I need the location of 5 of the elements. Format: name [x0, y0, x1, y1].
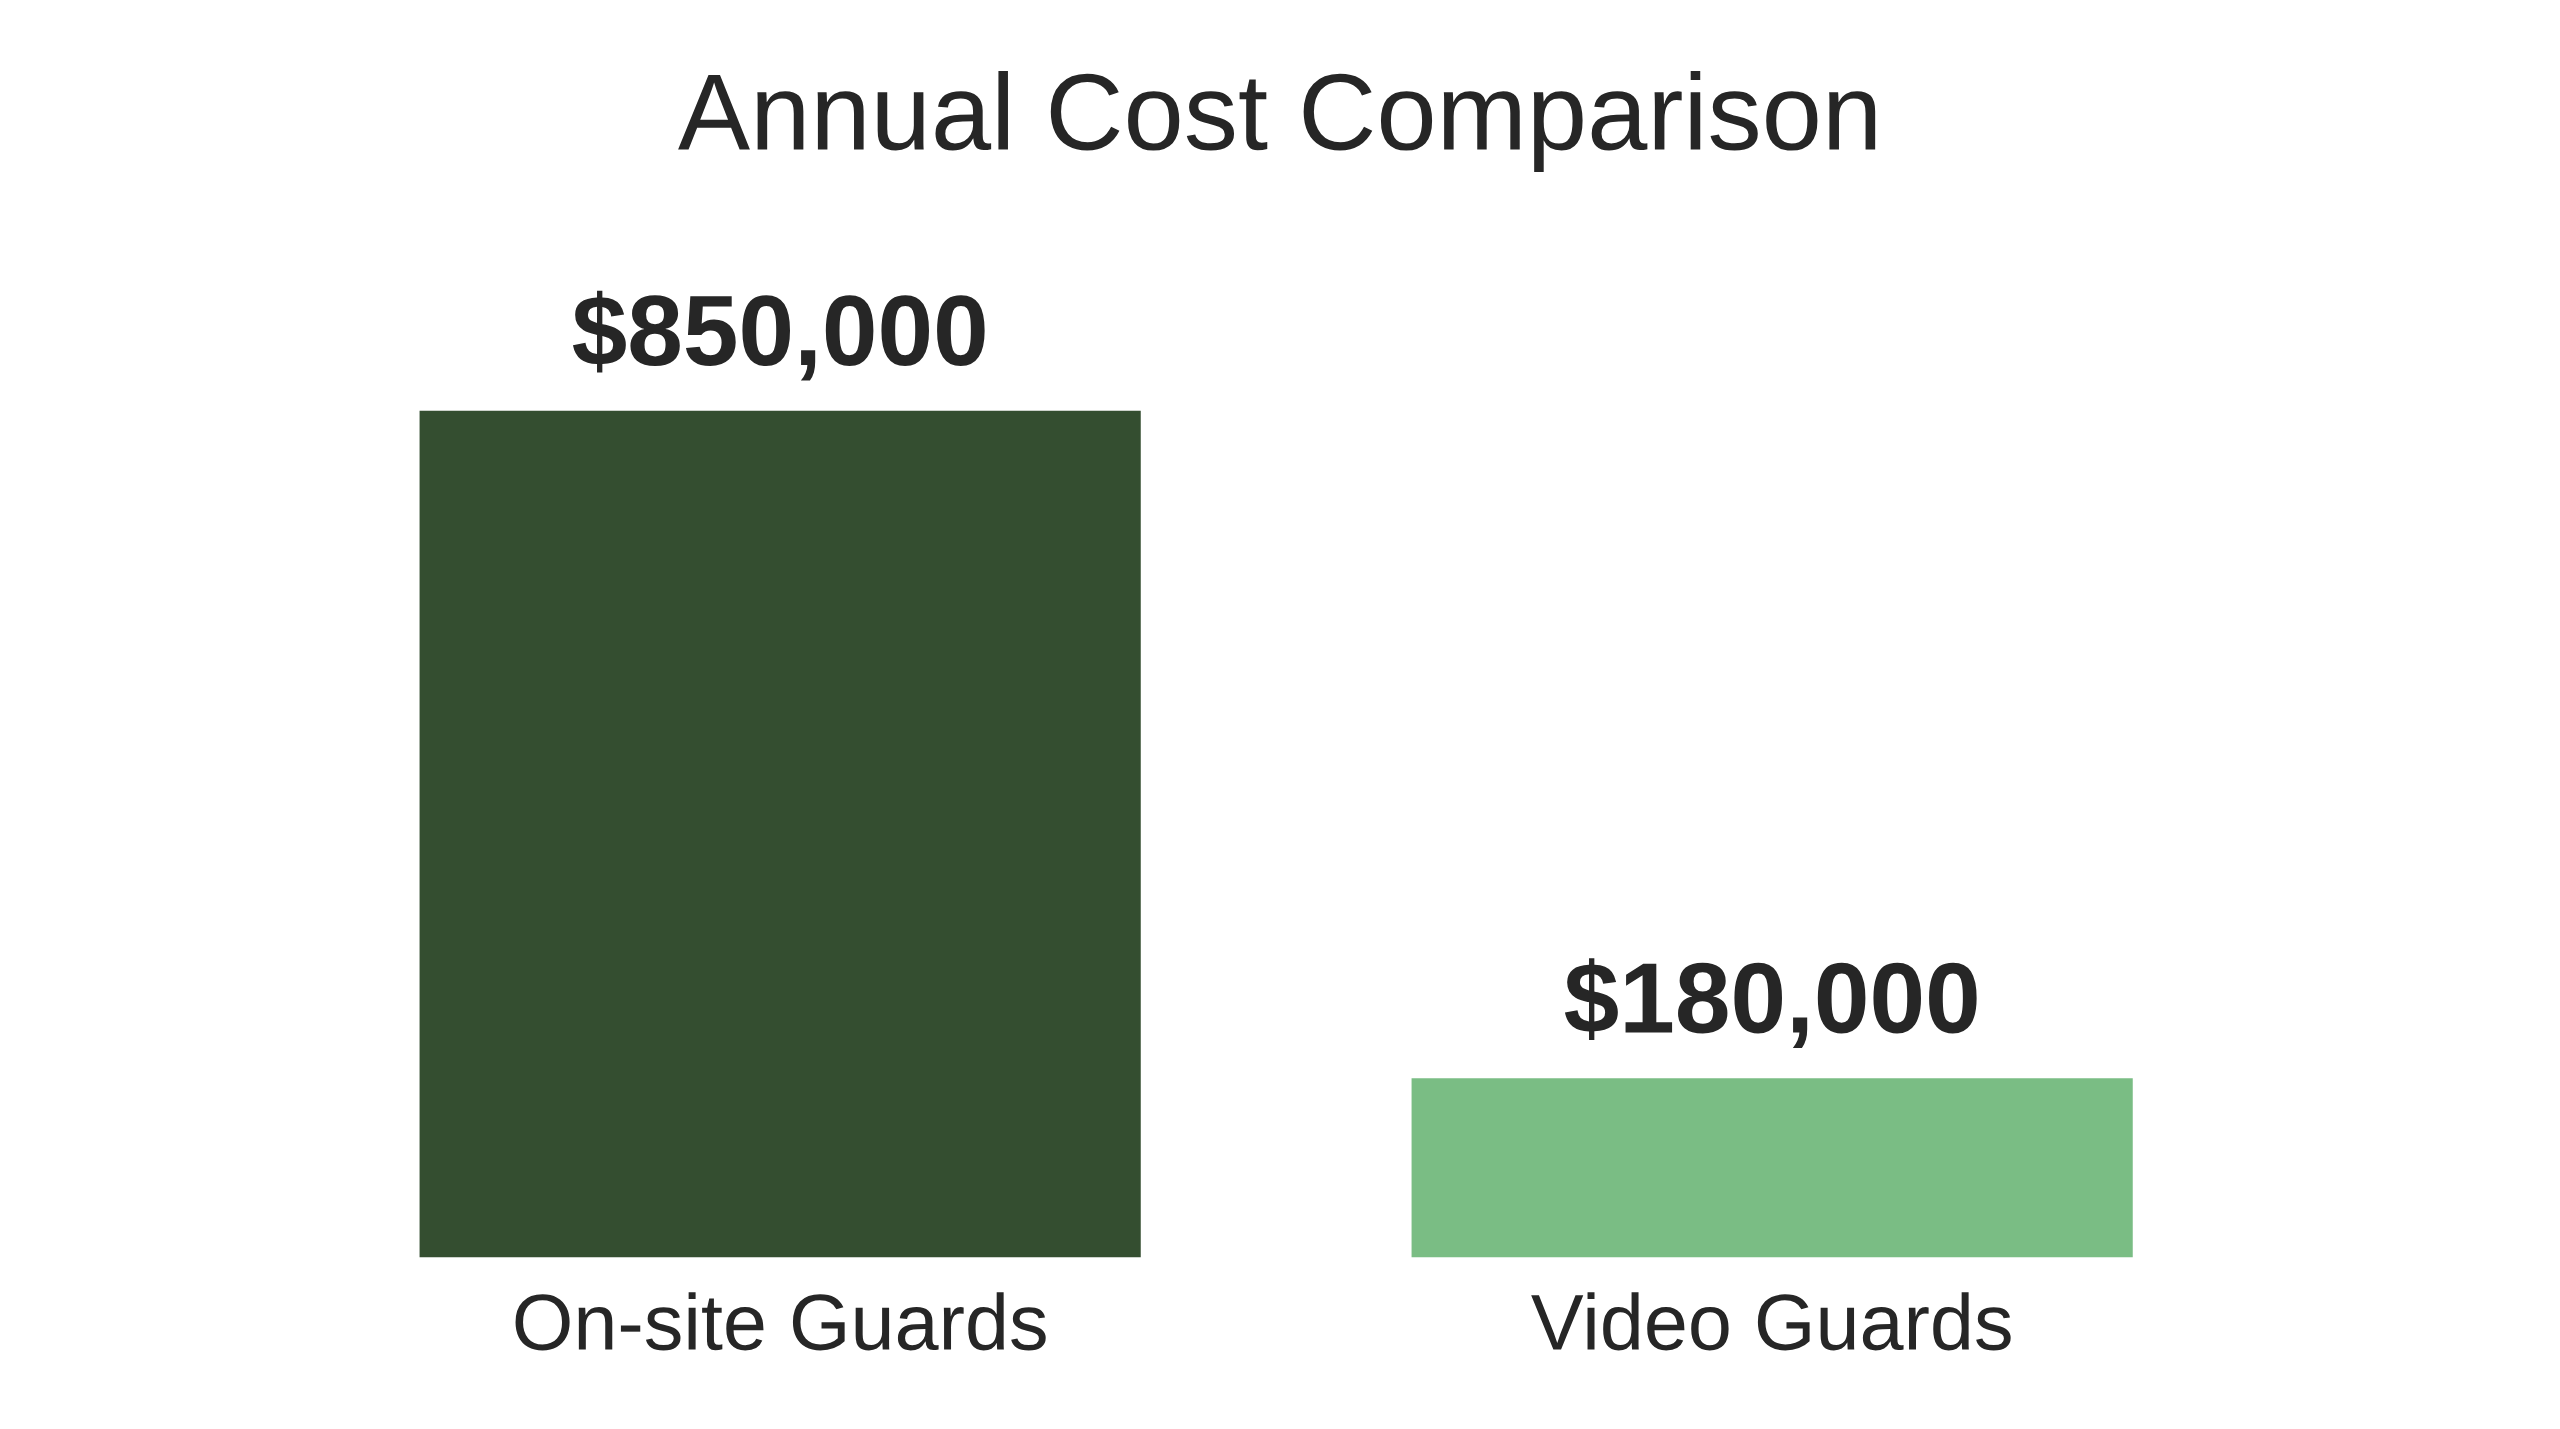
- chart-title: Annual Cost Comparison: [678, 70, 1876, 172]
- x-tick-label: Video Guards: [1531, 1292, 2011, 1351]
- data-label: $180,000: [1564, 958, 1977, 1048]
- x-tick-label: On-site Guards: [515, 1292, 1046, 1351]
- data-label: $850,000: [572, 290, 985, 381]
